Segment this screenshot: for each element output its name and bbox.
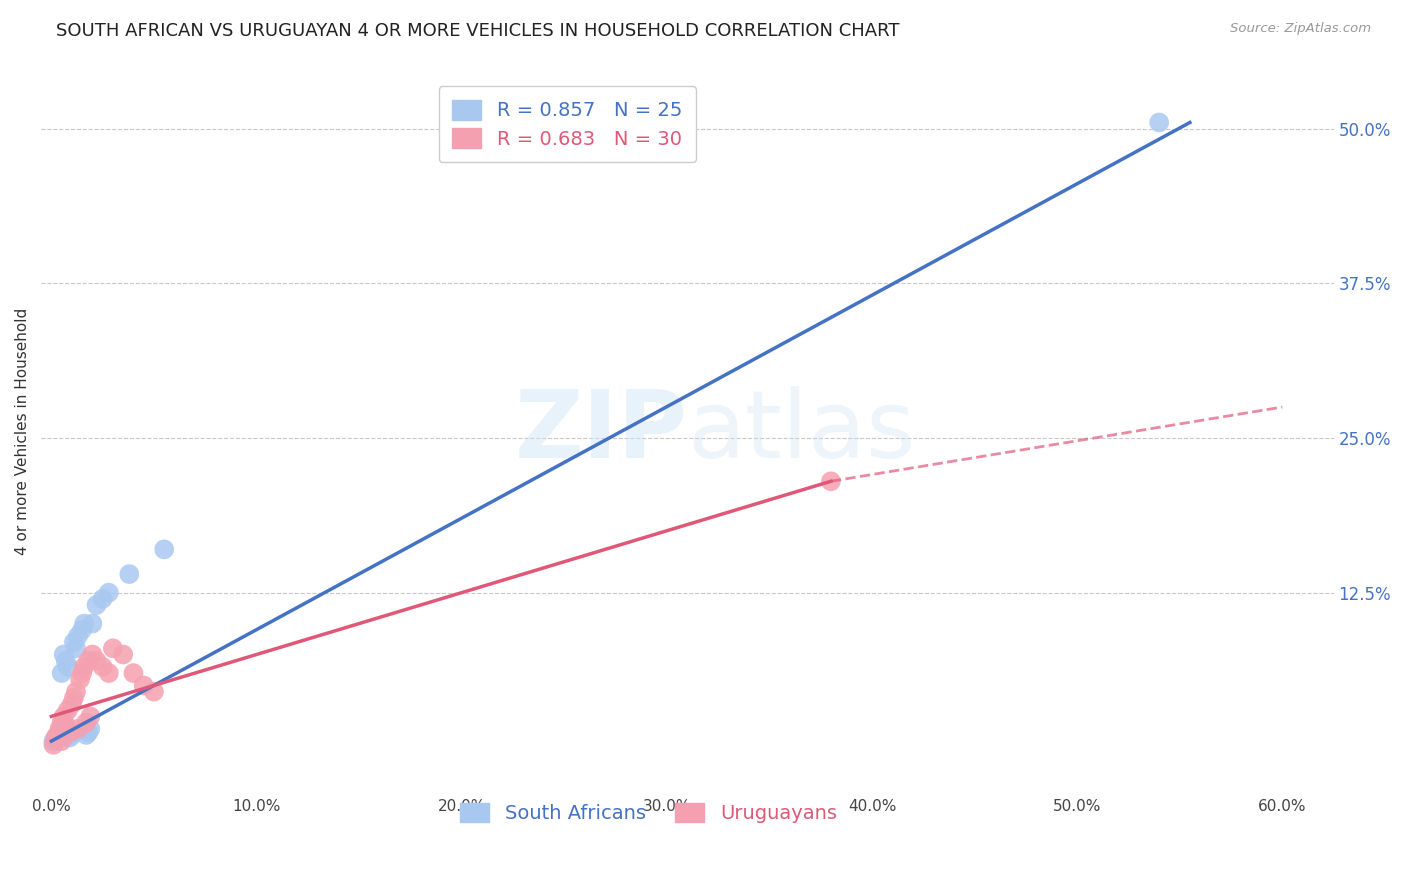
Point xyxy=(52,709,75,723)
Point xyxy=(79,709,101,723)
Point xyxy=(82,616,104,631)
Point xyxy=(55,654,77,668)
Point xyxy=(51,734,73,748)
Point xyxy=(122,666,145,681)
Text: atlas: atlas xyxy=(688,386,915,478)
Point xyxy=(91,591,114,606)
Point xyxy=(820,475,842,489)
Point xyxy=(60,697,83,711)
Point xyxy=(91,660,114,674)
Point xyxy=(48,731,70,745)
Point xyxy=(142,684,165,698)
Point xyxy=(46,728,69,742)
Point xyxy=(79,722,101,736)
Point xyxy=(73,616,96,631)
Point xyxy=(75,715,97,730)
Point xyxy=(82,648,104,662)
Point xyxy=(77,725,100,739)
Point xyxy=(70,666,93,681)
Point xyxy=(51,715,73,730)
Point xyxy=(97,585,120,599)
Point xyxy=(69,672,91,686)
Point xyxy=(73,660,96,674)
Point xyxy=(42,738,65,752)
Point xyxy=(60,728,83,742)
Point xyxy=(132,678,155,692)
Point xyxy=(112,648,135,662)
Point xyxy=(86,654,108,668)
Text: SOUTH AFRICAN VS URUGUAYAN 4 OR MORE VEHICLES IN HOUSEHOLD CORRELATION CHART: SOUTH AFRICAN VS URUGUAYAN 4 OR MORE VEH… xyxy=(56,22,900,40)
Point xyxy=(48,722,70,736)
Point xyxy=(56,703,79,717)
Point xyxy=(67,629,90,643)
Point xyxy=(118,567,141,582)
Point xyxy=(56,660,79,674)
Point xyxy=(51,666,73,681)
Point xyxy=(101,641,124,656)
Point xyxy=(55,718,77,732)
Point xyxy=(153,542,176,557)
Point xyxy=(63,635,86,649)
Point xyxy=(97,666,120,681)
Point xyxy=(70,623,93,637)
Point xyxy=(59,725,82,739)
Text: ZIP: ZIP xyxy=(515,386,688,478)
Point xyxy=(1147,115,1170,129)
Point xyxy=(67,722,90,736)
Point xyxy=(77,654,100,668)
Point xyxy=(52,648,75,662)
Point xyxy=(42,734,65,748)
Point xyxy=(63,690,86,705)
Point xyxy=(65,684,87,698)
Point xyxy=(59,731,82,745)
Point xyxy=(65,641,87,656)
Point xyxy=(86,598,108,612)
Text: Source: ZipAtlas.com: Source: ZipAtlas.com xyxy=(1230,22,1371,36)
Point xyxy=(44,732,66,747)
Legend: South Africans, Uruguayans: South Africans, Uruguayans xyxy=(449,791,848,835)
Point xyxy=(75,728,97,742)
Point xyxy=(46,731,69,746)
Point xyxy=(44,731,66,745)
Y-axis label: 4 or more Vehicles in Household: 4 or more Vehicles in Household xyxy=(15,308,30,556)
